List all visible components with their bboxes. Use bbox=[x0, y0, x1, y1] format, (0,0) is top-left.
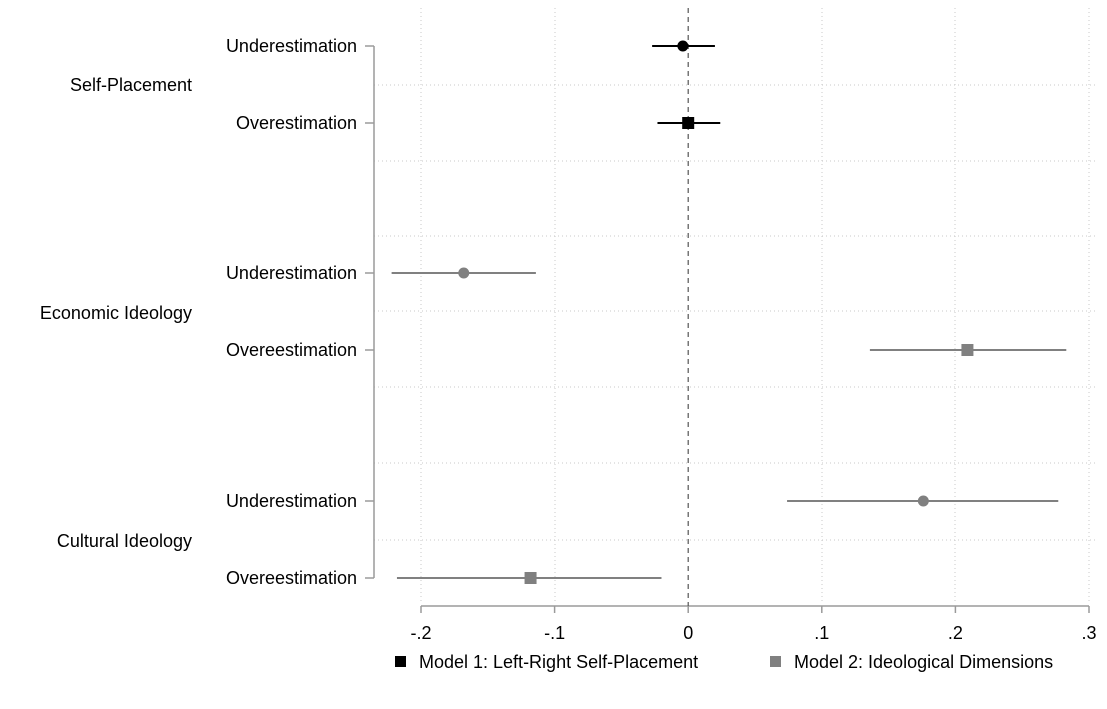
x-tick-label: 0 bbox=[683, 623, 693, 643]
legend: Model 1: Left-Right Self-Placement Model … bbox=[395, 652, 1053, 672]
legend-swatch bbox=[770, 656, 781, 667]
point-estimate-square bbox=[682, 117, 695, 129]
point-estimate-circle bbox=[677, 40, 689, 52]
category-labels: Underestimation Overestimation Underestima… bbox=[40, 36, 374, 588]
coefficient-marks bbox=[391, 40, 1067, 584]
point-estimate-circle bbox=[917, 495, 929, 507]
x-tick-label: .1 bbox=[814, 623, 829, 643]
x-tick-label: .3 bbox=[1081, 623, 1096, 643]
row-label: Overeestimation bbox=[226, 568, 357, 588]
legend-swatch bbox=[395, 656, 406, 667]
legend-label: Model 2: Ideological Dimensions bbox=[794, 652, 1053, 672]
row-label: Underestimation bbox=[226, 36, 357, 56]
row-label: Overestimation bbox=[236, 113, 357, 133]
point-estimate-square bbox=[961, 344, 974, 356]
axes bbox=[373, 46, 1089, 607]
point-estimate-circle bbox=[458, 267, 470, 279]
group-label: Self-Placement bbox=[70, 75, 192, 95]
group-label: Cultural Ideology bbox=[57, 531, 192, 551]
grid-lines bbox=[374, 8, 1098, 604]
legend-label: Model 1: Left-Right Self-Placement bbox=[419, 652, 698, 672]
ticks: -.2 -.1 0 .1 .2 .3 bbox=[410, 606, 1097, 643]
x-tick-label: .2 bbox=[948, 623, 963, 643]
row-label: Underestimation bbox=[226, 263, 357, 283]
row-label: Overeestimation bbox=[226, 340, 357, 360]
x-tick-label: -.2 bbox=[410, 623, 431, 643]
point-estimate-square bbox=[524, 572, 537, 584]
group-label: Economic Ideology bbox=[40, 303, 192, 323]
row-label: Underestimation bbox=[226, 491, 357, 511]
x-tick-label: -.1 bbox=[544, 623, 565, 643]
